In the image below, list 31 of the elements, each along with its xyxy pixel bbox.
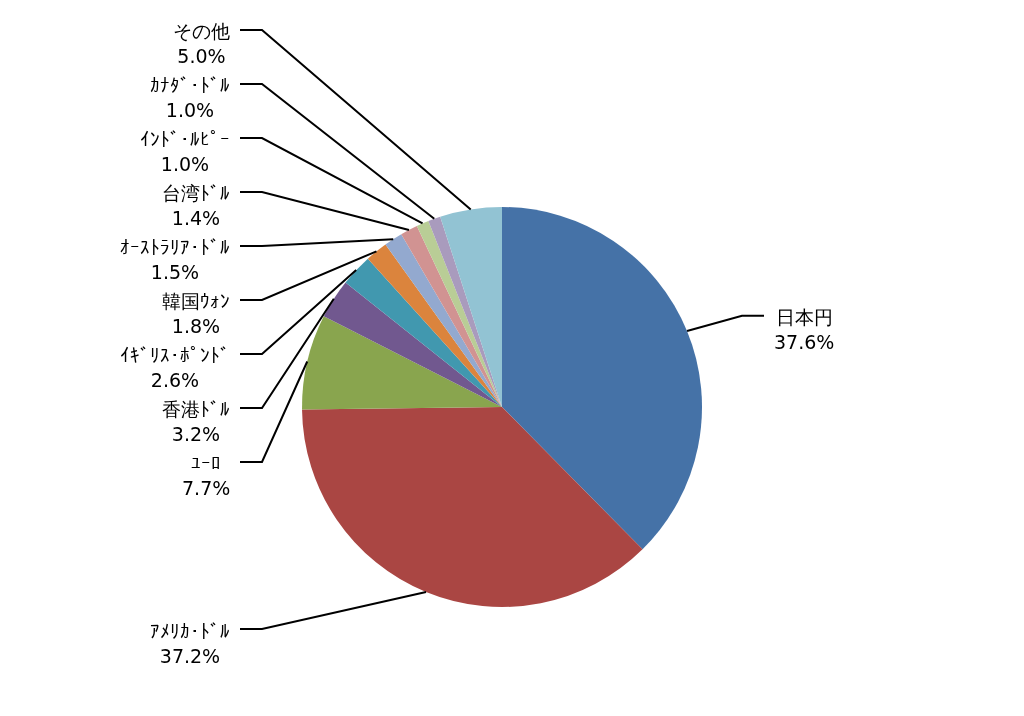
pie-slice: [345, 258, 502, 407]
data-label: 37.6%: [774, 330, 835, 353]
data-label: 7.7%: [182, 476, 231, 499]
data-label: 1.4%: [171, 206, 221, 229]
slice-label: 日本円: [775, 306, 833, 328]
data-label: 37.2%: [159, 644, 221, 667]
slice-label: ｲﾝﾄﾞ･ﾙﾋﾟｰ: [140, 128, 230, 150]
slice-label: ｲｷﾞﾘｽ･ﾎﾟﾝﾄﾞ: [120, 344, 230, 366]
slice-label: その他: [173, 20, 230, 42]
pie-slice: [323, 282, 502, 407]
pie-slice: [302, 316, 502, 410]
pie-slice: [502, 207, 702, 550]
slice-label: ｵｰｽﾄﾗﾘｱ･ﾄﾞﾙ: [120, 236, 230, 258]
slice-label: ﾕｰﾛ: [191, 452, 222, 474]
slice-label: ｱﾒﾘｶ･ﾄﾞﾙ: [150, 620, 230, 642]
pie-slice: [440, 207, 502, 407]
pie-slice: [302, 407, 643, 607]
slice-label: ｶﾅﾀﾞ･ﾄﾞﾙ: [150, 74, 230, 96]
pie-slice: [416, 221, 502, 407]
data-label: 2.6%: [150, 368, 200, 391]
data-label: 1.0%: [165, 98, 215, 121]
slice-label: 香港ﾄﾞﾙ: [162, 398, 230, 420]
pie-slice: [428, 216, 502, 407]
pie-slice: [385, 234, 502, 407]
data-label: 1.5%: [150, 260, 200, 283]
data-label: 5.0%: [177, 44, 226, 67]
slice-label: 台湾ﾄﾞﾙ: [162, 182, 230, 204]
data-label: 1.8%: [171, 314, 221, 337]
data-label: 1.0%: [160, 152, 210, 175]
data-label: 3.2%: [171, 422, 221, 445]
slice-label: 韓国ｳｫﾝ: [162, 290, 230, 312]
